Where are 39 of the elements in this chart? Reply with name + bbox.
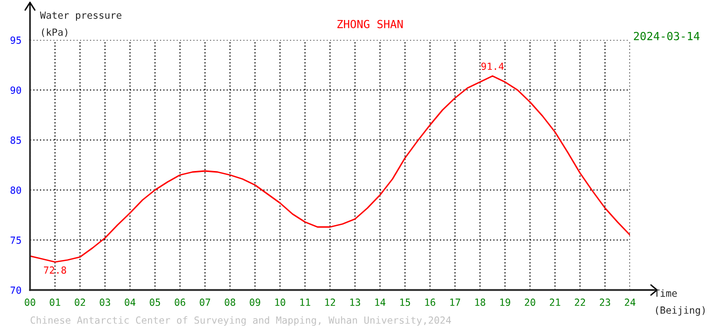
x-tick-label: 16 [425, 298, 436, 306]
x-tick-label: 20 [524, 298, 536, 306]
x-tick-label: 10 [275, 298, 286, 306]
annotation: 91.4 [481, 62, 504, 70]
x-tick-label: 11 [300, 298, 310, 306]
annotation: 72.8 [44, 266, 66, 274]
text: Chinese Antarctic Center of Surveying and Mapping, Wuhan University,2024 [30, 316, 451, 326]
x-tick-label: 08 [224, 298, 236, 306]
x-tick-label: 09 [250, 298, 260, 306]
x-axis-title: Time (Beijing) [654, 289, 705, 316]
x-tick-label: 05 [150, 298, 160, 306]
y-tick-label: 85 [10, 136, 21, 144]
x-tick-label: 14 [375, 298, 386, 306]
text: 2024-03-14 [634, 32, 700, 40]
x-tick-label: 00 [24, 298, 36, 306]
x-tick-label: 15 [400, 298, 410, 306]
y-tick-label: 80 [10, 186, 22, 194]
x-tick-label: 06 [174, 298, 186, 306]
y-tick-label: 75 [10, 236, 21, 244]
chart-title: ZHONG SHAN [337, 20, 403, 28]
x-tick-label: 04 [124, 298, 136, 306]
x-tick-label: 21 [550, 298, 560, 306]
x-tick-label: 24 [624, 298, 636, 306]
line-series [30, 75, 630, 263]
x-tick-label: 01 [50, 298, 60, 306]
x-tick-label: 03 [100, 298, 110, 306]
x-tick-label: 22 [574, 298, 586, 306]
y-axis-title: Water pressure (kPa) [40, 12, 122, 37]
x-tick-label: 13 [350, 298, 360, 306]
x-tick-label: 17 [450, 298, 460, 306]
x-tick-label: 07 [200, 298, 210, 306]
y-tick-label: 95 [10, 36, 21, 44]
x-tick-label: 02 [74, 298, 86, 306]
x-tick-label: 19 [500, 298, 510, 306]
y-tick-label: 90 [10, 86, 22, 94]
x-tick-label: 18 [475, 298, 486, 306]
x-tick-label: 12 [325, 298, 336, 306]
x-tick-label: 23 [600, 298, 610, 306]
y-tick-label: 70 [10, 286, 22, 294]
